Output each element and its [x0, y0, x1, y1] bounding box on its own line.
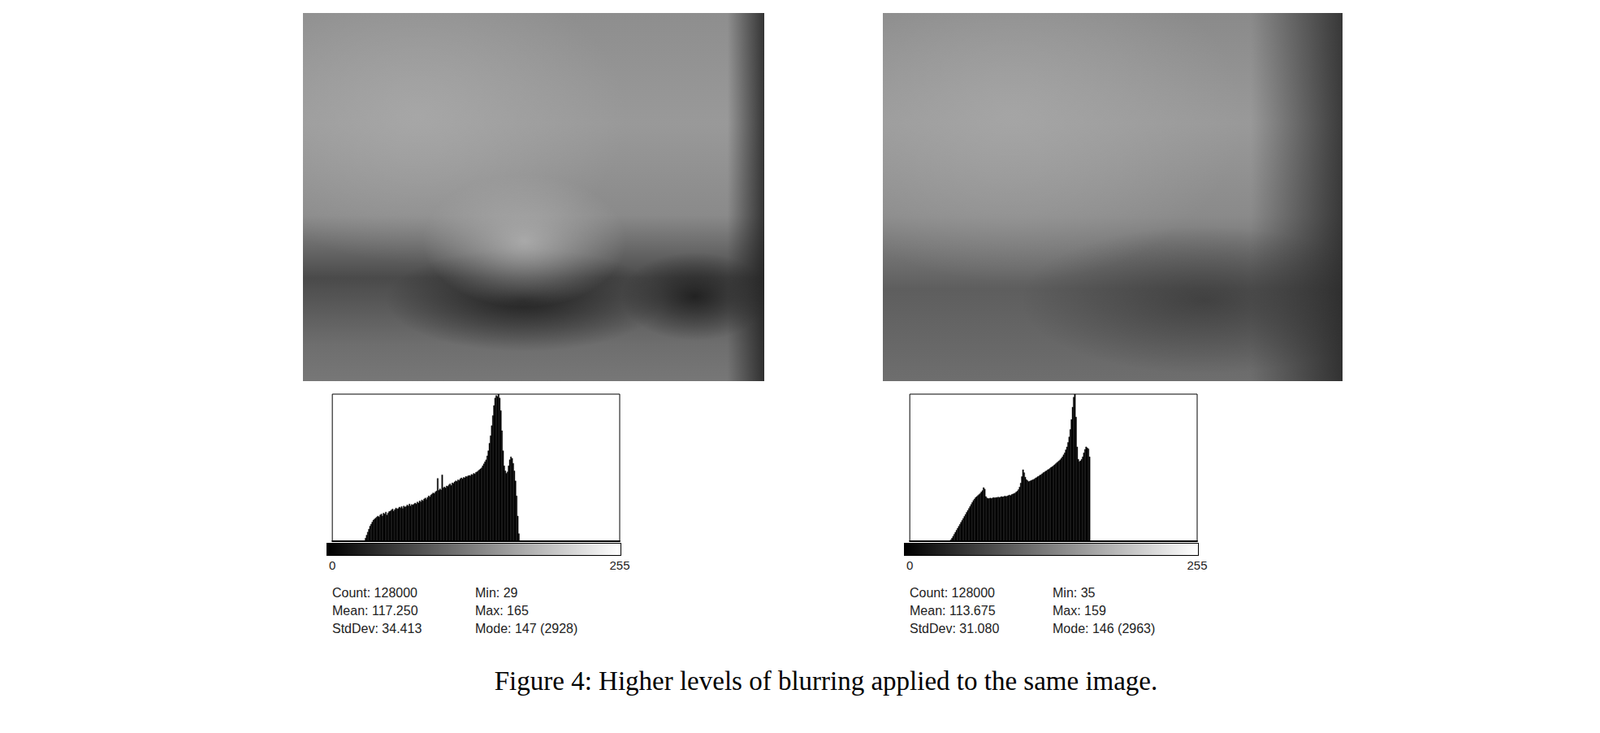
html-text:StdDev: 31.080: StdDev: 31.080: [909, 621, 1000, 636]
svg-text:0: 0: [328, 557, 336, 572]
html-text:Mean: 113.675: Mean: 113.675: [909, 603, 996, 618]
html-text:Mode: 146 (2963): Mode: 146 (2963): [1052, 621, 1156, 636]
html-text:Max: 159: Max: 159: [1052, 603, 1107, 618]
html-text:Min: 35: Min: 35: [1052, 585, 1096, 600]
html-text:Figure 4: Higher levels of blu: Figure 4: Higher levels of blurring appl…: [494, 665, 1158, 696]
svg-text:255: 255: [1186, 557, 1207, 572]
html-text:Max: 165: Max: 165: [475, 603, 529, 618]
html-text:StdDev: 34.413: StdDev: 34.413: [332, 621, 422, 636]
html-text:Count: 128000: Count: 128000: [909, 585, 995, 600]
html-text:Mode: 147 (2928): Mode: 147 (2928): [475, 621, 578, 636]
svg-text:255: 255: [609, 557, 630, 572]
html-text:Mean: 117.250: Mean: 117.250: [332, 603, 418, 618]
html-text:Count: 128000: Count: 128000: [332, 585, 418, 600]
svg-text:0: 0: [906, 557, 913, 572]
html-text:Min: 29: Min: 29: [475, 585, 518, 600]
